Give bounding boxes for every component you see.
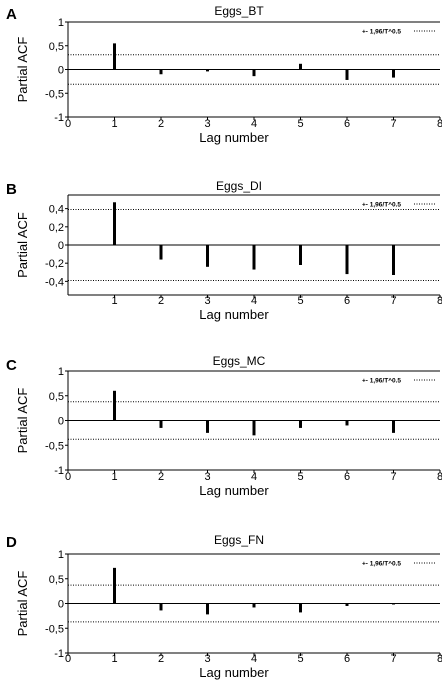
- y-tick-label: -0,5: [45, 623, 64, 635]
- y-tick-label: -0,5: [45, 440, 64, 452]
- x-tick-label: 6: [344, 295, 350, 307]
- x-tick-label: 8: [437, 653, 442, 665]
- x-axis-label: Lag number: [199, 483, 269, 498]
- panel-label: D: [6, 534, 17, 551]
- x-tick-label: 2: [158, 653, 164, 665]
- x-tick-label: 5: [297, 471, 303, 483]
- x-tick-label: 5: [297, 118, 303, 130]
- y-axis-label: Partial ACF: [15, 388, 30, 454]
- y-tick-label: 0,5: [49, 41, 64, 53]
- x-axis-label: Lag number: [199, 307, 269, 322]
- x-tick-label: 0: [65, 118, 71, 130]
- x-tick-label: 3: [204, 471, 210, 483]
- y-tick-label: 0: [58, 65, 64, 77]
- y-tick-label: -1: [54, 112, 64, 124]
- x-tick-label: 0: [65, 471, 71, 483]
- x-tick-label: 6: [344, 118, 350, 130]
- y-tick-label: -0,5: [45, 88, 64, 100]
- y-tick-label: 0,5: [49, 574, 64, 586]
- x-tick-label: 2: [158, 471, 164, 483]
- x-tick-label: 7: [390, 295, 396, 307]
- x-tick-label: 8: [437, 118, 442, 130]
- y-tick-label: 0: [58, 416, 64, 428]
- x-tick-label: 5: [297, 653, 303, 665]
- x-tick-label: 7: [390, 653, 396, 665]
- y-axis-label: Partial ACF: [15, 571, 30, 637]
- y-tick-label: 1: [58, 17, 64, 29]
- y-axis-label: Partial ACF: [15, 37, 30, 103]
- y-tick-label: 0,4: [49, 204, 64, 216]
- x-tick-label: 1: [111, 295, 117, 307]
- x-tick-label: 2: [158, 295, 164, 307]
- y-tick-label: 0,2: [49, 222, 64, 234]
- x-tick-label: 5: [297, 295, 303, 307]
- panel-b: B Eggs_DI 0,4 0,2 0 -0,2 -0,4 1 2 3 4 5 6 7 8 Lag numbe…: [6, 179, 442, 322]
- y-tick-label: 1: [58, 549, 64, 561]
- x-tick-label: 8: [437, 295, 442, 307]
- chart-title: Eggs_MC: [213, 354, 266, 368]
- x-tick-label: 3: [204, 295, 210, 307]
- x-axis-label: Lag number: [199, 130, 269, 145]
- y-axis-label: Partial ACF: [15, 212, 30, 278]
- x-tick-label: 2: [158, 118, 164, 130]
- y-tick-label: -1: [54, 648, 64, 660]
- x-tick-label: 4: [251, 118, 257, 130]
- chart-title: Eggs_FN: [214, 533, 264, 547]
- x-tick-label: 8: [437, 471, 442, 483]
- x-tick-label: 3: [204, 653, 210, 665]
- x-tick-label: 1: [111, 118, 117, 130]
- x-tick-label: 1: [111, 653, 117, 665]
- panel-label: B: [6, 181, 17, 198]
- legend-text: +- 1,96/T^0.5: [362, 377, 401, 385]
- panel-label: C: [6, 357, 17, 374]
- x-tick-label: 6: [344, 653, 350, 665]
- chart-title: Eggs_BT: [214, 4, 264, 18]
- legend-text: +- 1,96/T^0.5: [362, 201, 401, 209]
- panel-label: A: [6, 6, 17, 23]
- x-tick-label: 0: [65, 653, 71, 665]
- x-tick-label: 6: [344, 471, 350, 483]
- x-tick-label: 4: [251, 471, 257, 483]
- y-tick-label: 1: [58, 366, 64, 378]
- x-tick-label: 7: [390, 118, 396, 130]
- x-tick-label: 4: [251, 653, 257, 665]
- x-axis-label: Lag number: [199, 665, 269, 680]
- y-tick-label: 0: [58, 240, 64, 252]
- chart-title: Eggs_DI: [216, 179, 262, 193]
- legend-text: +- 1,96/T^0.5: [362, 28, 401, 36]
- y-tick-label: 0,5: [49, 391, 64, 403]
- y-tick-label: -0,4: [45, 276, 64, 288]
- x-tick-label: 3: [204, 118, 210, 130]
- x-tick-label: 7: [390, 471, 396, 483]
- x-tick-label: 4: [251, 295, 257, 307]
- y-tick-label: -1: [54, 465, 64, 477]
- legend-text: +- 1,96/T^0.5: [362, 560, 401, 568]
- x-tick-label: 1: [111, 471, 117, 483]
- y-tick-label: 0: [58, 599, 64, 611]
- y-tick-label: -0,2: [45, 258, 64, 270]
